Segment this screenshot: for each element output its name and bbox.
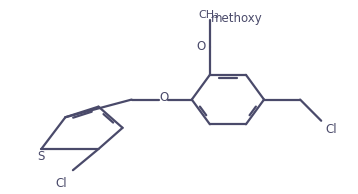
Text: Cl: Cl: [55, 177, 67, 190]
Text: methoxy: methoxy: [211, 12, 263, 25]
Text: O: O: [159, 91, 169, 104]
Text: methoxy: methoxy: [211, 17, 218, 18]
Text: S: S: [38, 150, 45, 163]
Text: CH₃: CH₃: [199, 10, 219, 20]
Text: O: O: [196, 40, 205, 53]
Text: Cl: Cl: [326, 123, 337, 136]
